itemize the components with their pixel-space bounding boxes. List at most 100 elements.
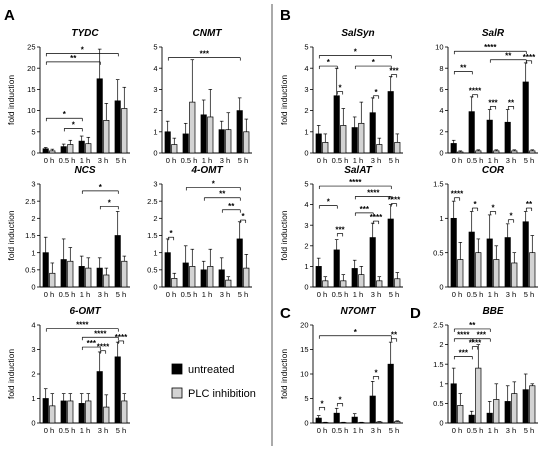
y-axis-label: fold induction <box>279 349 289 399</box>
y-tick-label: 0 <box>31 149 35 158</box>
y-tick-label: 4 <box>439 106 443 115</box>
significance-label: ** <box>228 202 235 211</box>
x-tick-label: 0.5 h <box>59 290 76 299</box>
bar-plc-inhibition <box>121 260 128 288</box>
x-tick-label: 0.5 h <box>467 290 484 299</box>
legend-swatch-untreated <box>171 363 183 375</box>
bar-plc-inhibition <box>67 144 74 154</box>
bar-plc-inhibition <box>322 280 329 288</box>
bar-plc-inhibition <box>207 266 214 288</box>
significance-label: * <box>108 198 112 207</box>
bar-untreated <box>387 363 394 424</box>
x-tick-label: 0.5 h <box>332 426 349 435</box>
y-tick-label: 5 <box>31 127 35 136</box>
significance-label: ** <box>391 331 398 340</box>
bar-untreated <box>504 121 511 154</box>
y-tick-label: 0 <box>439 149 443 158</box>
y-tick-label: 2.5 <box>433 321 443 330</box>
bar-untreated <box>504 401 511 424</box>
y-axis-label: fold induction <box>6 349 16 399</box>
bar-untreated <box>60 259 67 288</box>
bar-plc-inhibition <box>529 385 536 424</box>
x-tick-label: 5 h <box>116 426 126 435</box>
x-tick-label: 5 h <box>524 426 534 435</box>
y-tick-label: 0 <box>153 283 157 292</box>
y-tick-label: 0.5 <box>433 399 443 408</box>
bar-plc-inhibition <box>103 120 110 154</box>
x-tick-label: 5 h <box>238 156 248 165</box>
significance-label: **** <box>451 190 464 199</box>
y-tick-label: 4 <box>153 64 157 73</box>
bar-plc-inhibition <box>511 393 518 424</box>
significance-label: **** <box>115 333 128 342</box>
bar-plc-inhibition <box>475 252 482 288</box>
x-tick-label: 1 h <box>353 426 363 435</box>
significance-label: *** <box>335 225 345 234</box>
significance-label: ** <box>526 200 533 209</box>
bar-plc-inhibition <box>171 278 178 288</box>
bar-plc-inhibition <box>475 367 482 424</box>
bar-untreated <box>387 91 394 154</box>
y-tick-label: 20 <box>300 321 308 330</box>
y-tick-label: 2 <box>439 127 443 136</box>
x-tick-label: 0.5 h <box>332 156 349 165</box>
bar-untreated <box>315 417 322 424</box>
bar-plc-inhibition <box>225 279 232 288</box>
y-tick-label: 8 <box>439 64 443 73</box>
bar-plc-inhibition <box>49 272 56 288</box>
x-tick-label: 3 h <box>371 156 381 165</box>
panel-letter-d: D <box>410 305 421 322</box>
bar-untreated <box>164 131 171 154</box>
bar-untreated <box>114 100 121 154</box>
bar-untreated <box>351 268 358 288</box>
bar-plc-inhibition <box>243 267 250 288</box>
y-tick-label: 5 <box>304 394 308 403</box>
y-tick-label: 2 <box>31 214 35 223</box>
x-tick-label: 1 h <box>80 156 90 165</box>
y-tick-label: 1 <box>31 248 35 257</box>
significance-label: ** <box>460 63 467 72</box>
significance-label: **** <box>388 196 401 205</box>
y-tick-label: 1 <box>153 127 157 136</box>
significance-label: **** <box>469 87 482 96</box>
y-axis-label: fold induction <box>279 75 289 125</box>
y-tick-label: 0 <box>31 419 35 428</box>
y-tick-label: 0.5 <box>25 265 35 274</box>
y-tick-label: 2 <box>439 340 443 349</box>
significance-label: *** <box>459 348 469 357</box>
significance-label: **** <box>349 178 362 187</box>
x-tick-label: 1 h <box>80 426 90 435</box>
bar-plc-inhibition <box>49 405 56 424</box>
significance-label: **** <box>469 339 482 348</box>
chart-ncs: NCS fold induction 0 0.5 1 1.5 2 2.5 3 0 h 0.5 h 1 … <box>6 165 130 299</box>
y-tick-label: 3 <box>31 345 35 354</box>
y-tick-label: 2.5 <box>147 197 157 206</box>
x-tick-label: 0 h <box>452 156 462 165</box>
bar-plc-inhibition <box>475 150 482 154</box>
bar-untreated <box>78 266 85 288</box>
y-axis-label: fold induction <box>6 75 16 125</box>
y-tick-label: 25 <box>27 43 35 52</box>
x-tick-label: 3 h <box>220 156 230 165</box>
significance-label: * <box>169 229 173 238</box>
significance-label: **** <box>367 188 380 197</box>
chart-title: CNMT <box>193 28 223 39</box>
chart-title: 4-OMT <box>190 165 223 176</box>
y-tick-label: 5 <box>153 43 157 52</box>
significance-label: * <box>320 399 324 408</box>
x-tick-label: 0.5 h <box>59 156 76 165</box>
y-tick-label: 1 <box>304 262 308 271</box>
x-tick-label: 0.5 h <box>59 426 76 435</box>
bar-untreated <box>450 217 457 288</box>
bar-untreated <box>450 383 457 424</box>
x-tick-label: 5 h <box>524 290 534 299</box>
y-tick-label: 2 <box>153 214 157 223</box>
bar-plc-inhibition <box>340 280 347 288</box>
x-tick-label: 1 h <box>488 156 498 165</box>
chart-title: NCS <box>74 165 95 176</box>
chart-tydc: TYDC fold induction 0 5 10 15 20 25 0 h 0.5 h 1 h 3… <box>6 28 130 165</box>
bar-plc-inhibition <box>457 151 464 154</box>
chart-title: SalAT <box>344 165 372 176</box>
bar-untreated <box>369 237 376 288</box>
